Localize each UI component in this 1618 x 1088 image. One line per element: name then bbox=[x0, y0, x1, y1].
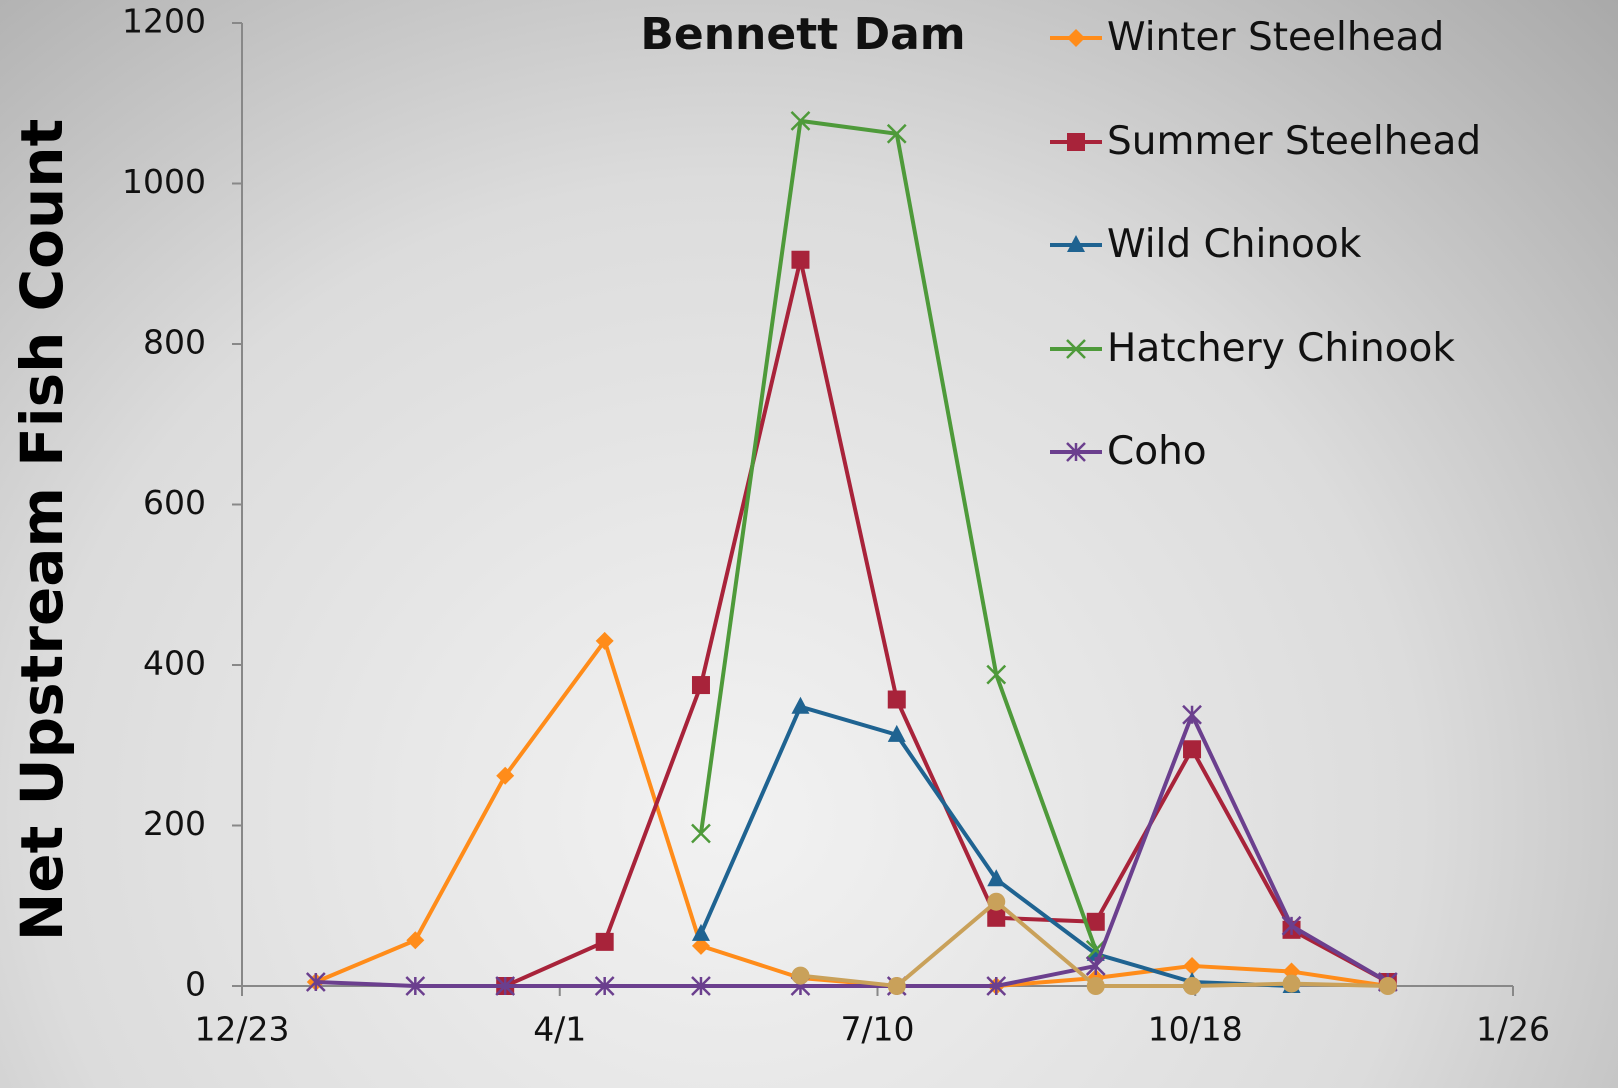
y-axis-label: Net Upstream Fish Count bbox=[8, 118, 76, 942]
series bbox=[691, 111, 1106, 960]
marker bbox=[1378, 977, 1397, 995]
marker bbox=[1282, 974, 1301, 993]
series bbox=[305, 704, 1398, 996]
marker bbox=[1183, 977, 1202, 995]
marker bbox=[1066, 339, 1086, 359]
marker bbox=[791, 966, 810, 985]
legend-label: Coho bbox=[1107, 429, 1207, 474]
marker bbox=[405, 976, 426, 996]
marker bbox=[1086, 977, 1105, 995]
marker bbox=[305, 972, 326, 992]
y-tick-label: 1200 bbox=[122, 2, 206, 41]
marker bbox=[496, 766, 515, 785]
x-tick-label: 7/10 bbox=[840, 1010, 914, 1049]
y-tick-label: 0 bbox=[185, 965, 206, 1004]
marker bbox=[1182, 704, 1202, 725]
y-tick-label: 400 bbox=[143, 644, 206, 683]
marker bbox=[887, 724, 906, 742]
marker bbox=[1183, 740, 1202, 759]
marker bbox=[1281, 915, 1302, 936]
x-tick-label: 1/26 bbox=[1476, 1010, 1550, 1049]
chart-title: Bennett Dam bbox=[640, 9, 965, 60]
marker bbox=[1067, 29, 1085, 47]
marker bbox=[987, 908, 1006, 927]
marker bbox=[595, 631, 614, 650]
marker bbox=[691, 936, 710, 955]
x-tick-label: 12/23 bbox=[194, 1010, 289, 1049]
series bbox=[691, 696, 1301, 993]
marker bbox=[987, 869, 1006, 887]
marker bbox=[887, 690, 906, 709]
marker bbox=[495, 976, 516, 996]
x-tick-label: 10/18 bbox=[1148, 1010, 1243, 1049]
y-tick-label: 200 bbox=[143, 804, 206, 843]
series-line bbox=[698, 118, 1098, 951]
y-tick-label: 1000 bbox=[122, 162, 206, 201]
y-tick-label: 600 bbox=[143, 483, 206, 522]
marker bbox=[791, 696, 810, 714]
marker bbox=[691, 923, 710, 941]
legend-label: Hatchery Chinook bbox=[1107, 326, 1455, 371]
marker bbox=[691, 823, 711, 844]
marker bbox=[887, 977, 906, 995]
marker bbox=[1066, 442, 1086, 462]
marker bbox=[1085, 940, 1106, 960]
marker bbox=[1183, 956, 1202, 975]
marker bbox=[406, 931, 425, 950]
series-line bbox=[699, 704, 1292, 988]
marker bbox=[886, 123, 907, 144]
marker bbox=[691, 676, 710, 695]
series bbox=[306, 631, 1397, 995]
marker bbox=[987, 892, 1006, 911]
marker bbox=[1067, 133, 1085, 151]
marker bbox=[986, 976, 1007, 996]
x-tick-label: 4/1 bbox=[533, 1010, 586, 1049]
marker bbox=[791, 250, 810, 269]
marker bbox=[595, 932, 614, 951]
series bbox=[791, 892, 1397, 995]
marker bbox=[1086, 912, 1105, 931]
legend-label: Summer Steelhead bbox=[1107, 119, 1482, 164]
legend-label: Winter Steelhead bbox=[1107, 15, 1445, 60]
marker bbox=[1067, 235, 1085, 252]
marker bbox=[594, 976, 615, 996]
series-line bbox=[315, 712, 1389, 988]
marker bbox=[691, 976, 711, 996]
marker bbox=[1085, 956, 1106, 976]
marker bbox=[790, 111, 811, 131]
y-tick-label: 800 bbox=[143, 323, 206, 362]
marker bbox=[986, 664, 1007, 685]
legend-label: Wild Chinook bbox=[1107, 222, 1362, 267]
